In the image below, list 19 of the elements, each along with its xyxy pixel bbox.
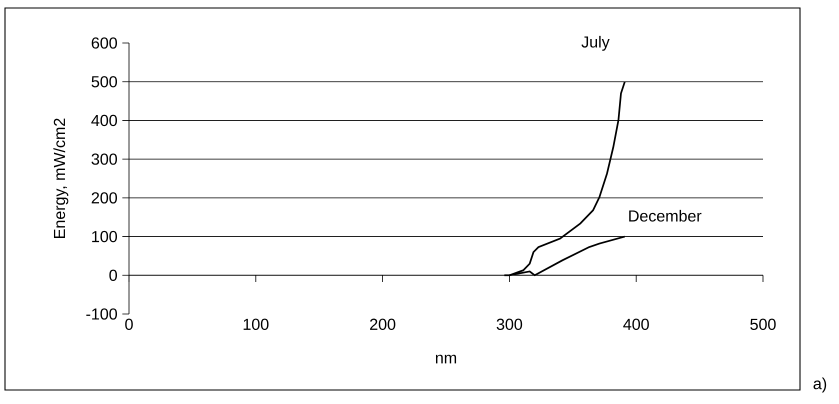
y-tick-label: 200 — [92, 192, 117, 204]
x-axis-title: nm — [436, 354, 456, 364]
x-tick-label: 400 — [623, 318, 649, 330]
text: July — [581, 36, 610, 51]
y-tick-label: 300 — [92, 153, 117, 165]
y-tick-label: 500 — [92, 76, 117, 88]
y-tick-label: 0 — [109, 270, 118, 281]
x-tick-label: 500 — [750, 318, 776, 330]
y-axis-title: Energy, mW/cm2 — [53, 118, 68, 238]
y-tick-label: 100 — [92, 230, 117, 242]
x-tick-label: 200 — [370, 318, 396, 330]
x-tick-label: 100 — [244, 318, 269, 330]
text: a) — [814, 378, 826, 392]
series-label: December — [629, 210, 702, 222]
x-tick-label: 300 — [496, 318, 522, 330]
x-tick-label: 0 — [125, 318, 133, 330]
y-tick-label: 400 — [91, 114, 117, 126]
y-tick-label: -100 — [86, 308, 117, 320]
y-tick-label: 600 — [92, 37, 117, 49]
